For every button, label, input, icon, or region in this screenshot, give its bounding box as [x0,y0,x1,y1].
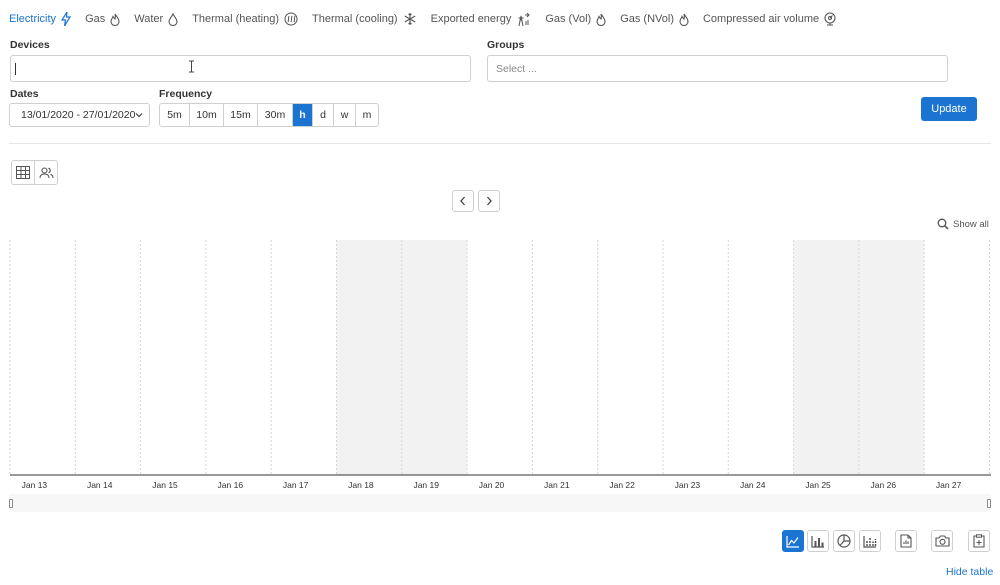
groups-select[interactable]: Select ... [487,55,948,82]
stacked-bar-chart-icon [863,535,877,548]
tab-exported-energy[interactable]: Exported energy [431,12,532,27]
hide-table-link[interactable]: Hide table [946,566,994,578]
pie-chart-button[interactable] [833,530,855,552]
update-button[interactable]: Update [921,97,977,121]
x-tick-label: Jan 14 [87,480,113,490]
next-period-button[interactable] [478,190,500,212]
line-chart-icon [786,535,799,548]
flame-icon [679,13,689,26]
export-grid-icon [518,12,531,26]
frequency-30m[interactable]: 30m [258,104,293,126]
tab-gas-vol[interactable]: Gas (Vol) [545,13,606,26]
range-navigator[interactable] [9,494,991,512]
document-icon [900,534,912,548]
x-tick-label: Jan 25 [805,480,831,490]
chevron-right-icon [487,196,492,206]
tab-water[interactable]: Water [134,12,178,26]
x-tick-label: Jan 27 [936,480,962,490]
frequency-w[interactable]: w [334,104,356,126]
tab-thermal-heating[interactable]: Thermal (heating) [192,12,298,26]
groups-label: Groups [487,39,525,51]
tab-gas-nvol[interactable]: Gas (NVol) [620,13,689,26]
range-handle-right[interactable] [987,499,991,508]
flame-icon [596,13,606,26]
frequency-10m[interactable]: 10m [190,104,224,126]
flame-icon [110,13,120,26]
chevron-left-icon [460,196,465,206]
users-view-button[interactable] [35,161,57,184]
zoom-icon [937,218,949,230]
section-divider [9,143,991,144]
frequency-group: 5m 10m 15m 30m h d w m [159,103,379,127]
camera-icon [934,535,950,547]
bar-chart-button[interactable] [807,530,829,552]
range-handle-left[interactable] [9,499,13,508]
frequency-15m[interactable]: 15m [224,104,258,126]
x-tick-label: Jan 21 [544,480,570,490]
date-range-picker[interactable]: 13/01/2020 - 27/01/2020 [9,103,150,127]
air-gauge-icon [824,12,836,26]
x-tick-label: Jan 16 [218,480,244,490]
tab-gas[interactable]: Gas [85,13,120,26]
pie-chart-icon [837,534,851,548]
frequency-label: Frequency [159,88,213,100]
groups-placeholder: Select ... [496,62,537,75]
tab-compressed-air-volume[interactable]: Compressed air volume [703,12,836,26]
x-tick-label: Jan 24 [740,480,766,490]
energy-chart: Jan 13 Jan 14 Jan 15 Jan 16 Jan 17 Jan 18 Jan … [9,240,991,490]
snowflake-icon [404,13,416,25]
users-icon [38,166,54,178]
x-tick-label: Jan 19 [413,480,439,490]
chevron-down-icon [135,113,143,118]
x-tick-label: Jan 20 [479,480,505,490]
energy-type-tabs: Electricity Gas Water Thermal (heating) … [9,10,850,28]
x-tick-label: Jan 26 [871,480,897,490]
x-tick-label: Jan 23 [675,480,701,490]
x-tick-label: Jan 13 [22,480,48,490]
devices-label: Devices [10,39,50,51]
heat-waves-icon [284,12,298,26]
frequency-h[interactable]: h [293,104,313,126]
copy-clipboard-button[interactable] [968,530,990,552]
date-range-value: 13/01/2020 - 27/01/2020 [21,109,136,121]
lightning-icon [61,12,72,26]
text-caret [15,62,16,75]
grid-view-button[interactable] [12,161,35,184]
grid-icon [16,166,30,179]
screenshot-button[interactable] [931,530,953,552]
x-tick-label: Jan 17 [283,480,309,490]
frequency-m[interactable]: m [362,109,372,121]
devices-input[interactable] [10,55,471,82]
show-all-button[interactable]: Show all [937,218,989,230]
tab-electricity[interactable]: Electricity [9,12,72,26]
frequency-d[interactable]: d [313,104,334,126]
text-cursor-icon [189,60,194,73]
bar-chart-icon [811,535,824,548]
prev-period-button[interactable] [452,190,474,212]
tab-thermal-cooling[interactable]: Thermal (cooling) [312,12,417,26]
clipboard-icon [973,534,985,548]
stacked-bar-chart-button[interactable] [859,530,881,552]
droplet-icon [168,12,178,26]
export-file-button[interactable] [895,530,917,552]
x-tick-label: Jan 15 [152,480,178,490]
view-toggle [11,160,58,185]
line-chart-button[interactable] [782,530,804,552]
frequency-5m[interactable]: 5m [160,104,190,126]
show-all-label: Show all [953,218,989,230]
dates-label: Dates [10,88,39,100]
x-tick-label: Jan 18 [348,480,374,490]
x-tick-label: Jan 22 [609,480,635,490]
